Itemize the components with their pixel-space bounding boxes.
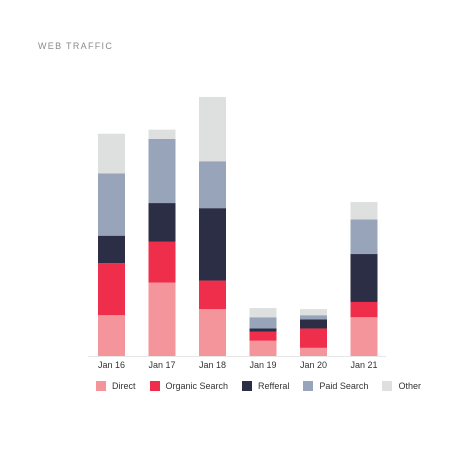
legend-label: Organic Search <box>165 381 229 391</box>
bar-segment-refferal-2 <box>199 208 226 281</box>
legend-label: Paid Search <box>319 381 369 391</box>
legend-item: Refferal <box>242 381 289 391</box>
bar-segment-direct-4 <box>300 347 327 356</box>
x-tick-label: Jan 16 <box>98 360 125 370</box>
bar-segment-organic-search-2 <box>199 280 226 310</box>
legend-swatch <box>242 381 253 391</box>
x-tick-label: Jan 19 <box>249 360 276 370</box>
bar-segment-organic-search-4 <box>300 328 327 348</box>
bar-segment-other-1 <box>148 129 176 139</box>
bar-segment-refferal-0 <box>98 235 125 264</box>
bar-segment-refferal-3 <box>249 328 277 332</box>
bar-segment-organic-search-0 <box>98 263 125 316</box>
bar-segment-refferal-1 <box>148 203 176 242</box>
legend-swatch <box>382 381 393 391</box>
bar-segment-other-5 <box>350 202 378 220</box>
legend-item: Paid Search <box>303 381 368 391</box>
bar-segment-paid-search-0 <box>98 173 125 236</box>
legend-label: Other <box>398 381 421 391</box>
legend-label: Refferal <box>258 381 290 391</box>
chart-legend: Direct Organic Search Refferal Paid Search O… <box>96 381 421 391</box>
legend-label: Direct <box>112 381 136 391</box>
bar-segment-other-3 <box>249 308 277 318</box>
legend-item: Organic Search <box>149 381 229 391</box>
bar-segment-other-0 <box>98 133 125 174</box>
bar-segment-paid-search-5 <box>350 219 378 255</box>
bar-segment-refferal-4 <box>300 319 327 329</box>
bar-segment-direct-5 <box>350 317 378 356</box>
x-tick-label: Jan 21 <box>350 360 377 370</box>
legend-item: Other <box>382 381 421 391</box>
legend-swatch <box>149 381 160 391</box>
bar-segment-paid-search-2 <box>199 161 226 209</box>
bar-segment-other-2 <box>199 97 226 162</box>
bar-segment-paid-search-3 <box>249 317 277 329</box>
bar-segment-organic-search-1 <box>148 241 176 283</box>
bar-segment-direct-2 <box>199 309 226 356</box>
bar-segment-direct-3 <box>249 340 277 356</box>
bar-segment-paid-search-4 <box>300 315 327 320</box>
bar-segment-other-4 <box>300 309 327 316</box>
bar-segment-direct-0 <box>98 315 125 356</box>
x-tick-label: Jan 20 <box>300 360 327 370</box>
legend-swatch <box>303 381 314 391</box>
x-tick-label: Jan 18 <box>199 360 226 370</box>
x-tick-label: Jan 17 <box>148 360 175 370</box>
bar-segment-direct-1 <box>148 282 176 356</box>
bar-segment-organic-search-5 <box>350 301 378 318</box>
bar-segment-refferal-5 <box>350 254 378 302</box>
bar-segment-organic-search-3 <box>249 331 277 341</box>
bar-segment-paid-search-1 <box>148 138 176 204</box>
legend-item: Direct <box>96 381 136 391</box>
chart-title: WEB TRAFFIC <box>38 41 114 51</box>
legend-swatch <box>96 381 106 391</box>
